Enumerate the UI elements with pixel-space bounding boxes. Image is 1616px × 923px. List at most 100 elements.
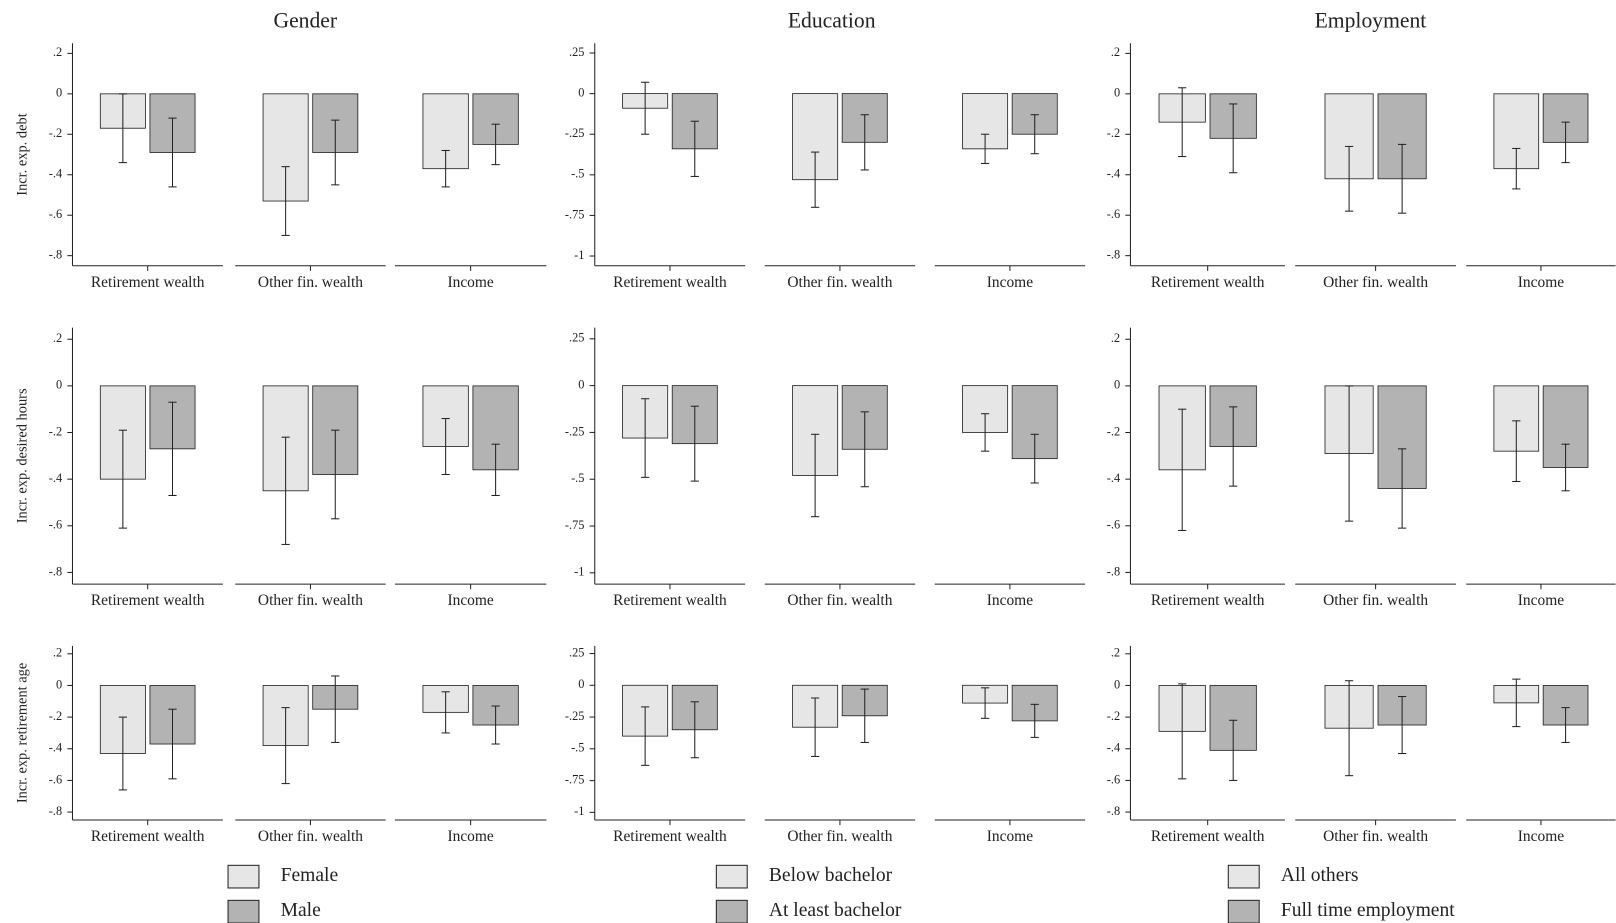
x-tick-label: Income: [1518, 592, 1564, 609]
error-bar: [641, 706, 650, 766]
y-tick-label: -.8: [49, 564, 62, 578]
bar: [841, 93, 888, 143]
error-bar: [1030, 114, 1039, 155]
error-bar: [1561, 443, 1570, 492]
y-tick-label: .2: [1111, 45, 1120, 59]
column-title: Employment: [1315, 9, 1427, 33]
y-tick-label: -.6: [1107, 207, 1120, 221]
x-tick-label: Income: [447, 828, 493, 845]
x-tick-label: Other fin. wealth: [1323, 592, 1428, 609]
error-bar: [281, 707, 290, 785]
y-tick-label: -.2: [1107, 126, 1120, 140]
y-tick-label: -.2: [1107, 424, 1120, 438]
y-tick-label: -.6: [1107, 772, 1120, 786]
y-tick-label: -.8: [1107, 248, 1120, 262]
x-tick-label: Retirement wealth: [613, 828, 727, 845]
error-bar: [281, 166, 290, 236]
y-tick-label: 0: [56, 677, 62, 691]
y-tick-label: -.25: [565, 126, 585, 140]
x-tick-label: Other fin. wealth: [1323, 828, 1428, 845]
y-tick-label: -.8: [49, 248, 62, 262]
x-tick-label: Income: [447, 274, 493, 291]
y-tick-label: -.6: [1107, 518, 1120, 532]
legend-label: Below bachelor: [769, 865, 893, 886]
error-bar: [168, 117, 177, 188]
legend-label: Female: [281, 865, 339, 886]
error-bar: [1178, 408, 1187, 531]
error-bar: [1344, 680, 1354, 777]
y-tick-label: -.8: [1107, 804, 1120, 818]
x-tick-label: Retirement wealth: [613, 274, 727, 291]
legend-label: Full time employment: [1281, 900, 1455, 921]
x-tick-label: Other fin. wealth: [258, 274, 363, 291]
y-tick-label: -.5: [571, 167, 584, 181]
x-tick-label: Income: [1518, 828, 1564, 845]
y-tick-label: -.75: [565, 207, 585, 221]
error-bar: [690, 405, 699, 482]
y-tick-label: 0: [578, 677, 584, 691]
y-tick-label: -.2: [1107, 709, 1120, 723]
error-bar: [1229, 406, 1238, 487]
error-bar: [641, 398, 650, 478]
error-bar: [980, 687, 990, 719]
error-bar: [331, 119, 340, 186]
y-tick-label: -.4: [1107, 471, 1120, 485]
legend-swatch: [715, 899, 748, 923]
column-title: Gender: [273, 9, 337, 33]
y-axis-label: Incr. exp. debt: [14, 113, 30, 195]
y-tick-label: -.4: [1107, 167, 1120, 181]
error-bar: [1178, 87, 1187, 158]
legend-label: All others: [1281, 865, 1359, 886]
error-bar: [491, 705, 500, 745]
x-tick-label: Retirement wealth: [613, 592, 727, 609]
x-tick-label: Income: [987, 274, 1033, 291]
legend-swatch: [1227, 899, 1260, 923]
x-tick-label: Other fin. wealth: [787, 828, 892, 845]
error-bar: [281, 436, 290, 545]
x-tick-label: Income: [987, 592, 1033, 609]
y-tick-label: -1: [574, 248, 584, 262]
y-tick-label: .2: [53, 331, 62, 345]
y-tick-label: 0: [578, 85, 584, 99]
y-tick-label: -.6: [49, 518, 62, 532]
y-tick-label: .25: [569, 331, 584, 345]
y-tick-label: -.4: [49, 741, 62, 755]
error-bar: [1030, 433, 1039, 484]
y-tick-label: .2: [53, 45, 62, 59]
x-tick-label: Retirement wealth: [91, 828, 205, 845]
error-bar: [331, 429, 340, 520]
error-bar: [980, 413, 990, 452]
error-bar: [980, 133, 990, 164]
error-bar: [641, 81, 650, 135]
error-bar: [1561, 121, 1570, 164]
error-bar: [1397, 696, 1407, 755]
x-tick-label: Retirement wealth: [91, 274, 205, 291]
x-tick-label: Income: [447, 592, 493, 609]
error-bar: [1030, 703, 1039, 738]
y-tick-label: .2: [1111, 646, 1120, 660]
x-tick-label: Retirement wealth: [1151, 828, 1265, 845]
legend-swatch: [1227, 864, 1260, 889]
x-tick-label: Retirement wealth: [91, 592, 205, 609]
error-bar: [118, 93, 127, 164]
error-bar: [810, 151, 820, 208]
y-axis-label: Incr. exp. desired hours: [14, 388, 30, 523]
error-bar: [690, 120, 699, 177]
bar: [1209, 685, 1257, 751]
y-tick-label: -.4: [49, 471, 62, 485]
legend-swatch: [227, 899, 260, 923]
error-bar: [441, 691, 450, 734]
y-tick-label: 0: [1114, 378, 1120, 392]
legend-swatch: [227, 864, 260, 889]
y-tick-label: -.2: [49, 424, 62, 438]
error-bar: [118, 429, 127, 529]
y-tick-label: -.4: [49, 167, 62, 181]
error-bar: [491, 123, 500, 166]
x-tick-label: Other fin. wealth: [787, 592, 892, 609]
error-bar: [168, 401, 177, 496]
y-tick-label: 0: [578, 377, 584, 391]
y-tick-label: -.8: [1107, 564, 1120, 578]
y-tick-label: 0: [1114, 86, 1120, 100]
error-bar: [441, 418, 450, 476]
